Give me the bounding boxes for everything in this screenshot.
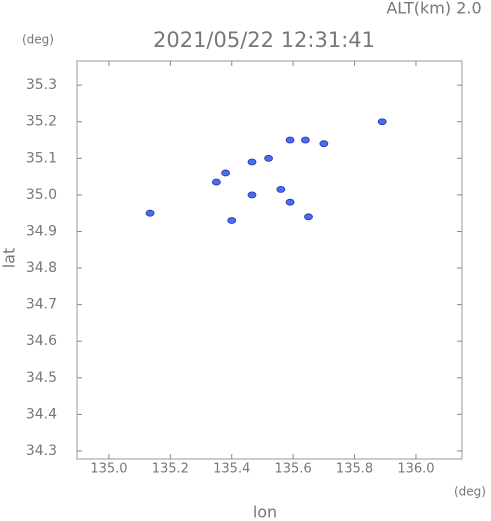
x-tick-label: 135.8 xyxy=(336,462,373,477)
echo-cell xyxy=(285,198,295,206)
y-tick-label: 34.9 xyxy=(26,223,57,239)
x-tick-label: 136.0 xyxy=(397,462,434,477)
echo-cell xyxy=(221,169,230,177)
echo-cell xyxy=(304,213,313,221)
echo-cell xyxy=(276,185,286,193)
x-tick-label: 135.4 xyxy=(213,462,250,477)
y-tick-label: 35.1 xyxy=(26,150,57,166)
echo-cell xyxy=(301,136,310,144)
y-tick-label: 34.8 xyxy=(26,260,57,276)
echo-cell xyxy=(285,136,295,144)
y-tick-label: 34.5 xyxy=(26,370,57,386)
echo-cell xyxy=(145,209,155,217)
y-tick-label: 35.0 xyxy=(26,187,57,203)
y-tick-label: 34.4 xyxy=(26,406,57,422)
x-tick-label: 135.2 xyxy=(152,462,189,477)
y-tick-label: 35.3 xyxy=(26,77,57,93)
altitude-label: ALT(km) 2.0 xyxy=(386,0,481,18)
echo-cell xyxy=(247,191,257,199)
y-tick-label: 35.2 xyxy=(26,114,57,130)
y-tick-label: 34.3 xyxy=(26,443,57,459)
plot-frame xyxy=(76,60,463,460)
echo-cell xyxy=(211,178,221,186)
echo-cell xyxy=(227,217,237,224)
x-axis-label: lon xyxy=(253,503,277,521)
y-unit: (deg) xyxy=(22,33,54,47)
y-tick-label: 34.6 xyxy=(26,333,57,349)
y-axis-label: lat xyxy=(0,248,19,269)
x-tick-label: 135.0 xyxy=(90,462,127,477)
chart-title: 2021/05/22 12:31:41 xyxy=(153,28,375,52)
y-tick-label: 34.7 xyxy=(26,297,57,313)
x-unit: (deg) xyxy=(454,485,486,499)
echo-cell xyxy=(377,118,387,126)
x-tick-label: 135.6 xyxy=(275,462,312,477)
echo-cell xyxy=(247,158,257,166)
echo-cell xyxy=(319,140,329,148)
echo-cell xyxy=(264,154,273,162)
